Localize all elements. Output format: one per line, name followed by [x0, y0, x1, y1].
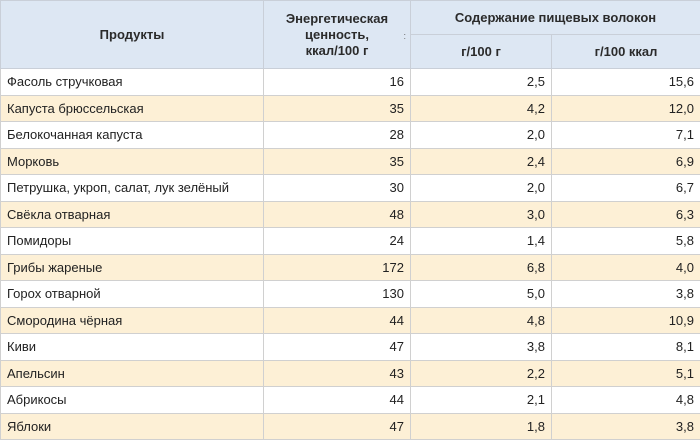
column-header-energy[interactable]: Энергетическая ценность, ккал/100 г : [263, 0, 411, 69]
cell-energy: 47 [263, 412, 411, 440]
table-row: Смородина чёрная 44 4,8 10,9 [0, 306, 700, 334]
sort-indicator-icon[interactable]: : [403, 31, 406, 41]
table-row: Петрушка, укроп, салат, лук зелёный 30 2,0… [0, 174, 700, 202]
cell-product: Фасоль стручковая [0, 68, 264, 96]
cell-fiber-per-100kcal: 6,9 [551, 147, 700, 175]
cell-fiber-per-100kcal: 15,6 [551, 68, 700, 96]
cell-fiber-per-100g: 2,0 [410, 121, 552, 149]
cell-energy: 28 [263, 121, 411, 149]
cell-energy: 47 [263, 333, 411, 361]
column-header-per-100g[interactable]: г/100 г [410, 34, 552, 69]
cell-fiber-per-100kcal: 4,0 [551, 253, 700, 281]
energy-header-line1: Энергетическая [285, 10, 389, 26]
table-row: Апельсин 43 2,2 5,1 [0, 359, 700, 387]
cell-fiber-per-100g: 2,5 [410, 68, 552, 96]
cell-fiber-per-100g: 3,0 [410, 200, 552, 228]
table-header: Продукты Энергетическая ценность, ккал/1… [0, 0, 700, 69]
cell-product: Горох отварной [0, 280, 264, 308]
table-row: Морковь 35 2,4 6,9 [0, 147, 700, 175]
cell-product: Свёкла отварная [0, 200, 264, 228]
cell-product: Апельсин [0, 359, 264, 387]
cell-product: Морковь [0, 147, 264, 175]
cell-fiber-per-100g: 1,4 [410, 227, 552, 255]
cell-energy: 44 [263, 306, 411, 334]
energy-header-line2: ценность, [305, 26, 369, 42]
cell-product: Белокочанная капуста [0, 121, 264, 149]
table-row: Яблоки 47 1,8 3,8 [0, 412, 700, 440]
fiber-group-label: Содержание пищевых волокон [454, 10, 657, 25]
table-body: Фасоль стручковая 16 2,5 15,6 Капуста брюссе… [0, 68, 700, 440]
cell-fiber-per-100g: 6,8 [410, 253, 552, 281]
column-header-products-label: Продукты [99, 27, 165, 42]
cell-product: Грибы жареные [0, 253, 264, 281]
cell-energy: 48 [263, 200, 411, 228]
cell-fiber-per-100kcal: 10,9 [551, 306, 700, 334]
cell-fiber-per-100g: 2,2 [410, 359, 552, 387]
column-header-per-100kcal[interactable]: г/100 ккал [551, 34, 700, 69]
cell-fiber-per-100g: 2,0 [410, 174, 552, 202]
table-row: Фасоль стручковая 16 2,5 15,6 [0, 68, 700, 96]
cell-fiber-per-100g: 2,4 [410, 147, 552, 175]
cell-fiber-per-100g: 4,8 [410, 306, 552, 334]
cell-product: Капуста брюссельская [0, 94, 264, 122]
cell-fiber-per-100g: 1,8 [410, 412, 552, 440]
cell-energy: 44 [263, 386, 411, 414]
cell-fiber-per-100kcal: 7,1 [551, 121, 700, 149]
cell-energy: 43 [263, 359, 411, 387]
table-row: Помидоры 24 1,4 5,8 [0, 227, 700, 255]
table-row: Свёкла отварная 48 3,0 6,3 [0, 200, 700, 228]
cell-product: Помидоры [0, 227, 264, 255]
table-row: Киви 47 3,8 8,1 [0, 333, 700, 361]
cell-energy: 35 [263, 147, 411, 175]
cell-fiber-per-100kcal: 3,8 [551, 412, 700, 440]
cell-fiber-per-100kcal: 6,7 [551, 174, 700, 202]
cell-fiber-per-100kcal: 8,1 [551, 333, 700, 361]
cell-fiber-per-100g: 3,8 [410, 333, 552, 361]
cell-fiber-per-100g: 4,2 [410, 94, 552, 122]
cell-energy: 130 [263, 280, 411, 308]
cell-energy: 35 [263, 94, 411, 122]
cell-fiber-per-100kcal: 5,8 [551, 227, 700, 255]
cell-fiber-per-100kcal: 6,3 [551, 200, 700, 228]
table-row: Грибы жареные 172 6,8 4,0 [0, 253, 700, 281]
cell-product: Яблоки [0, 412, 264, 440]
table-row: Капуста брюссельская 35 4,2 12,0 [0, 94, 700, 122]
table-row: Абрикосы 44 2,1 4,8 [0, 386, 700, 414]
cell-energy: 24 [263, 227, 411, 255]
cell-fiber-per-100kcal: 3,8 [551, 280, 700, 308]
table-row: Горох отварной 130 5,0 3,8 [0, 280, 700, 308]
per-100g-label: г/100 г [461, 44, 501, 59]
cell-energy: 172 [263, 253, 411, 281]
cell-product: Петрушка, укроп, салат, лук зелёный [0, 174, 264, 202]
cell-fiber-per-100kcal: 4,8 [551, 386, 700, 414]
cell-energy: 16 [263, 68, 411, 96]
cell-energy: 30 [263, 174, 411, 202]
cell-product: Киви [0, 333, 264, 361]
cell-fiber-per-100kcal: 5,1 [551, 359, 700, 387]
table-row: Белокочанная капуста 28 2,0 7,1 [0, 121, 700, 149]
cell-fiber-per-100g: 2,1 [410, 386, 552, 414]
column-group-fiber: Содержание пищевых волокон [410, 0, 700, 35]
per-100kcal-label: г/100 ккал [594, 44, 658, 59]
energy-header-line3: ккал/100 г [305, 42, 369, 58]
cell-fiber-per-100g: 5,0 [410, 280, 552, 308]
cell-fiber-per-100kcal: 12,0 [551, 94, 700, 122]
cell-product: Абрикосы [0, 386, 264, 414]
column-header-products[interactable]: Продукты [0, 0, 264, 69]
cell-product: Смородина чёрная [0, 306, 264, 334]
